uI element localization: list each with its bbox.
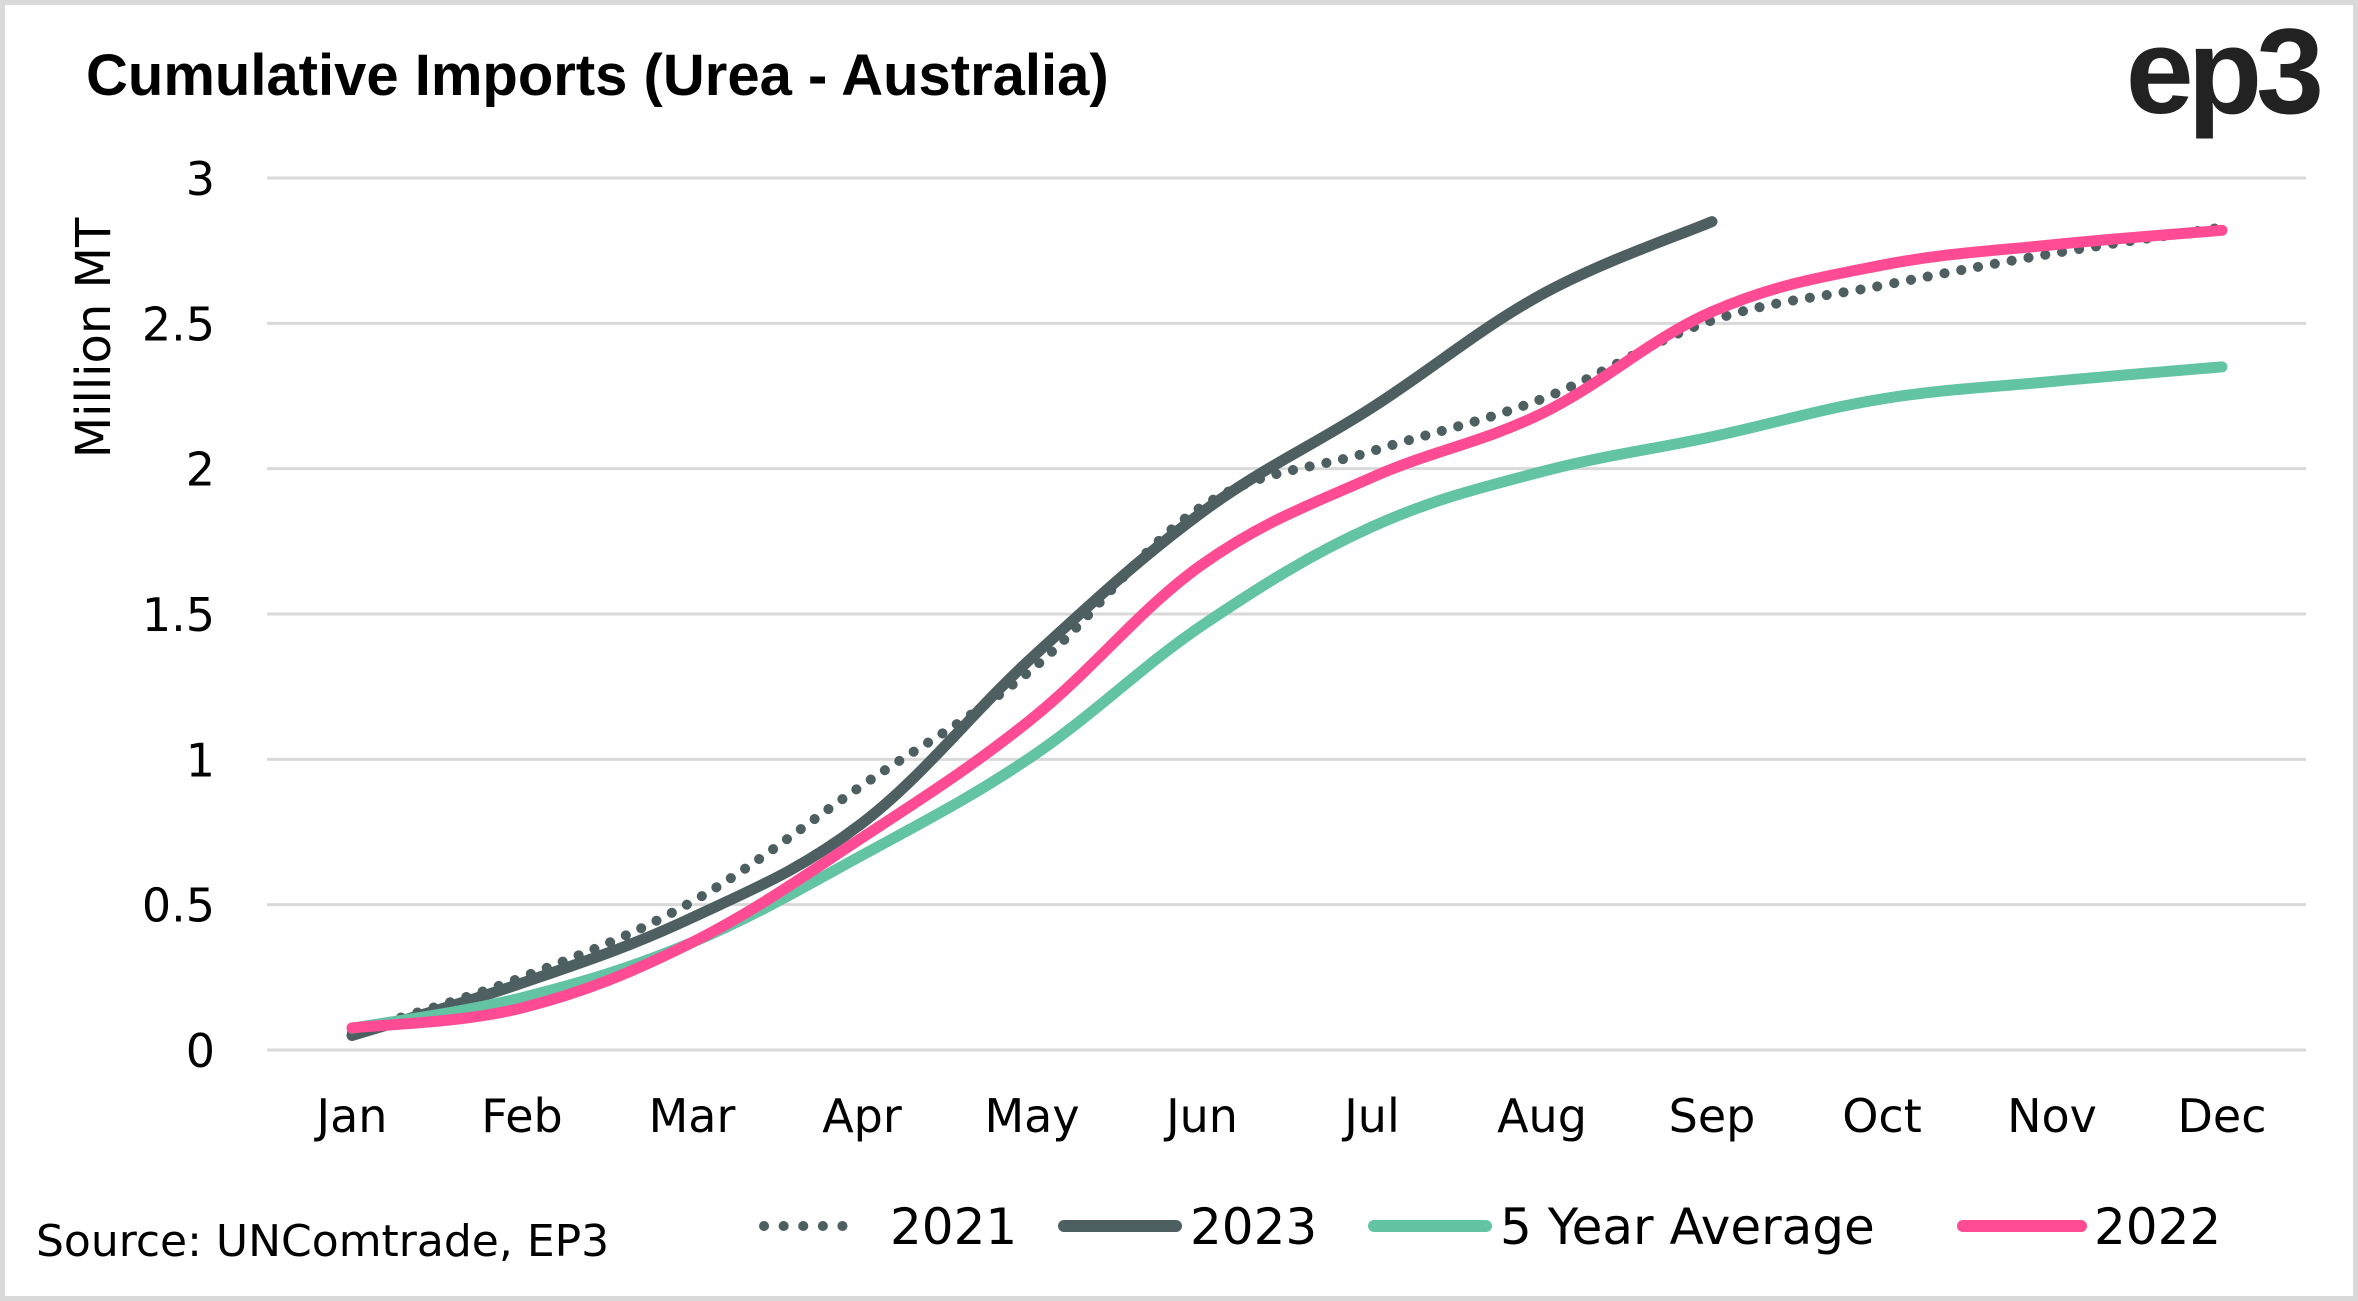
x-axis-ticks: Jan Feb Mar Apr May Jun Jul Aug Sep Oct Nov Dec — [314, 1089, 2267, 1143]
x-tick-label: Sep — [1669, 1089, 1756, 1143]
y-tick-label: 1.5 — [142, 588, 215, 642]
legend-label-2023: 2023 — [1190, 1198, 1317, 1256]
chart-title: Cumulative Imports (Urea - Australia) — [86, 43, 1109, 108]
x-tick-label: Nov — [2007, 1089, 2097, 1143]
x-tick-label: Jul — [1341, 1089, 1400, 1143]
x-tick-label: Aug — [1497, 1089, 1587, 1143]
x-tick-label: Feb — [481, 1089, 562, 1143]
y-tick-label: 2 — [186, 443, 215, 497]
x-tick-label: Jan — [314, 1089, 388, 1143]
y-axis-ticks: 0 0.5 1 1.5 2 2.5 3 — [142, 152, 215, 1078]
y-tick-label: 2.5 — [142, 297, 215, 351]
x-tick-label: Jun — [1163, 1089, 1238, 1143]
legend: 2021 2023 5 Year Average 2022 — [759, 1198, 2221, 1256]
legend-label-2022: 2022 — [2094, 1198, 2221, 1256]
x-tick-label: Apr — [822, 1089, 902, 1143]
x-tick-label: Mar — [649, 1089, 736, 1143]
y-tick-label: 1 — [186, 733, 215, 787]
x-tick-label: Oct — [1842, 1089, 1922, 1143]
y-tick-label: 0.5 — [142, 879, 215, 933]
x-tick-label: Dec — [2177, 1089, 2266, 1143]
legend-label-2021: 2021 — [890, 1198, 1017, 1256]
series-line-2022 — [346, 224, 2228, 1034]
y-axis-title: Million MT — [66, 217, 122, 458]
y-tick-label: 3 — [186, 152, 215, 206]
gridlines — [267, 176, 2306, 1052]
legend-label-5-year-average: 5 Year Average — [1500, 1198, 1875, 1256]
x-tick-label: May — [984, 1089, 1079, 1143]
y-tick-label: 0 — [186, 1024, 215, 1078]
series-line-5-year-average — [346, 361, 2228, 1034]
source-note: Source: UNComtrade, EP3 — [36, 1216, 609, 1267]
ep3-logo: ep3 — [2126, 3, 2320, 139]
series-lines — [346, 216, 2228, 1041]
series-line-2021 — [347, 222, 2227, 1038]
series-line-2023 — [346, 216, 1718, 1041]
